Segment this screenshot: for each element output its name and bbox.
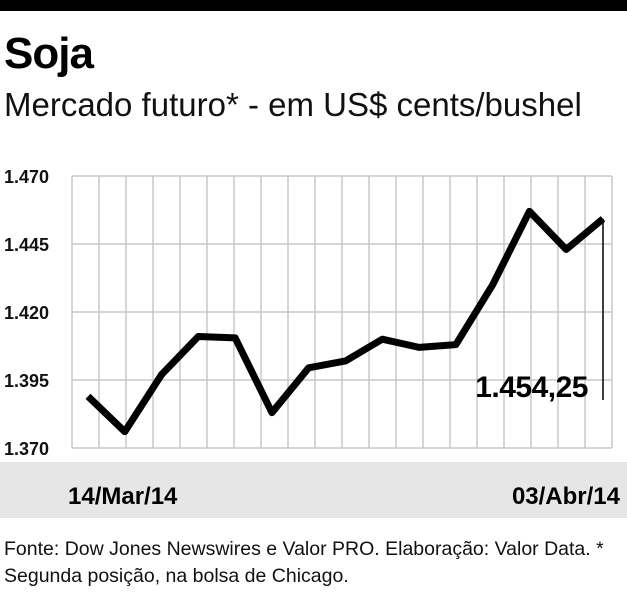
x-tick-label: 14/Mar/14 — [68, 483, 178, 510]
data-labels: 1.454,25 — [475, 218, 604, 404]
top-rule — [0, 0, 627, 11]
y-tick-label: 1.470 — [4, 167, 49, 187]
y-tick-label: 1.445 — [4, 235, 49, 255]
y-tick-label: 1.370 — [4, 439, 49, 459]
x-axis-ticks: 14/Mar/14 03/Abr/14 — [68, 483, 621, 510]
y-tick-label: 1.395 — [4, 371, 49, 391]
chart-title: Soja — [4, 29, 94, 78]
line-chart: 1.370 1.395 1.420 1.445 1.470 14/Mar/14 03/Ab… — [0, 167, 627, 518]
series-lines — [85, 207, 606, 436]
x-axis-band — [0, 462, 627, 518]
last-value-label: 1.454,25 — [475, 371, 588, 404]
x-tick-label: 03/Abr/14 — [512, 483, 621, 510]
source-note: Fonte: Dow Jones Newswires e Valor PRO. … — [4, 538, 604, 587]
y-axis-ticks: 1.370 1.395 1.420 1.445 1.470 — [4, 167, 49, 459]
x-axis-band-bg — [0, 462, 627, 518]
y-tick-label: 1.420 — [4, 303, 49, 323]
chart-subtitle: Mercado futuro* - em US$ cents/bushel — [4, 86, 582, 123]
